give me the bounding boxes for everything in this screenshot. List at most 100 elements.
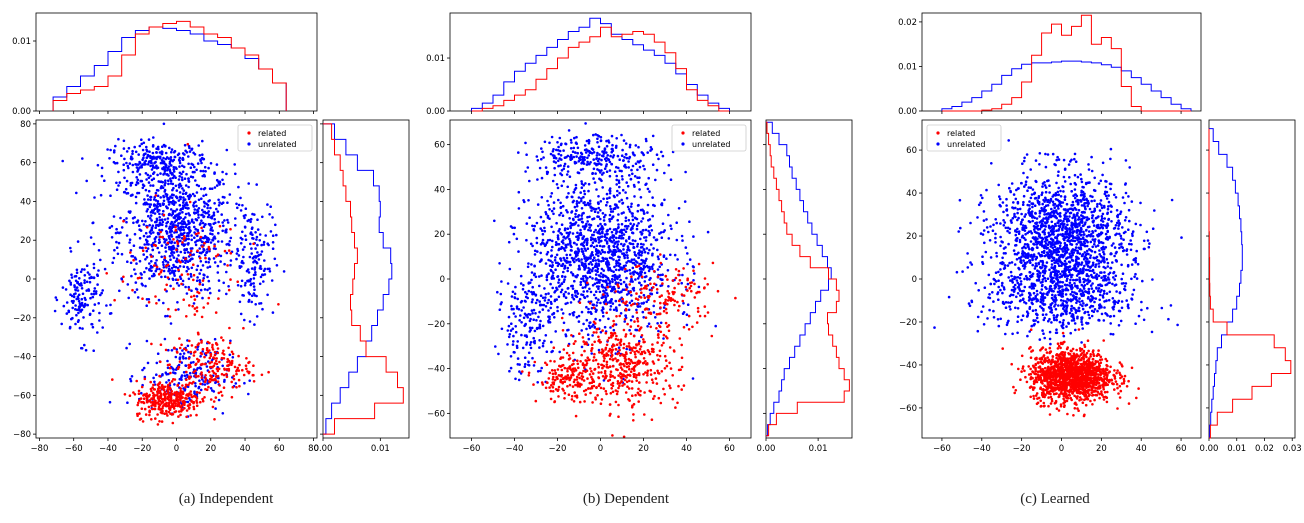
unrelated-point [593, 326, 597, 329]
unrelated-point [162, 166, 166, 169]
unrelated-point [164, 314, 167, 318]
unrelated-point [597, 278, 600, 282]
unrelated-point [520, 321, 523, 324]
unrelated-point [202, 169, 205, 173]
unrelated-point [169, 230, 172, 234]
related-point [213, 418, 216, 421]
unrelated-point [560, 288, 564, 292]
unrelated-point [667, 163, 671, 167]
unrelated-point [529, 346, 533, 350]
unrelated-point [97, 302, 100, 305]
unrelated-point [545, 212, 548, 216]
unrelated-point [618, 200, 621, 203]
unrelated-point [574, 294, 578, 298]
unrelated-point [585, 237, 588, 241]
related-point [203, 396, 206, 399]
unrelated-point [562, 149, 565, 152]
unrelated-point [190, 234, 193, 237]
unrelated-point [64, 288, 68, 291]
unrelated-point [160, 159, 164, 162]
unrelated-point [250, 227, 254, 230]
unrelated-point [637, 145, 640, 149]
unrelated-point [206, 215, 210, 219]
unrelated-point [89, 236, 93, 239]
unrelated-point [177, 226, 180, 230]
unrelated-point [96, 283, 99, 286]
related-point [209, 354, 213, 358]
unrelated-point [203, 223, 207, 227]
unrelated-point [130, 274, 133, 278]
related-point [590, 370, 593, 373]
unrelated-point [207, 238, 211, 241]
related-point [189, 390, 193, 393]
related-point [581, 375, 585, 379]
unrelated-point [577, 171, 581, 175]
unrelated-legend-label: unrelated [692, 140, 730, 149]
unrelated-point [266, 203, 269, 206]
panel-2: −60 −40 −20 0 20 40 60−60−40−200204060relatedu… [898, 12, 1302, 454]
x-tick-label: 20 [205, 444, 216, 454]
unrelated-point [183, 221, 186, 224]
related-legend-marker [681, 131, 685, 135]
related-point [665, 311, 668, 315]
unrelated-point [105, 304, 108, 307]
unrelated-point [612, 239, 616, 242]
unrelated-point [594, 259, 597, 262]
unrelated-point [554, 256, 557, 259]
related-point [689, 281, 692, 285]
unrelated-point [651, 253, 654, 257]
related-point [635, 349, 639, 353]
unrelated-point [562, 247, 566, 250]
unrelated-point [633, 154, 636, 157]
unrelated-point [599, 209, 602, 212]
related-point [229, 227, 232, 231]
unrelated-point [200, 156, 204, 160]
unrelated-point [608, 160, 612, 164]
unrelated-point [631, 172, 634, 176]
unrelated-point [686, 303, 690, 307]
unrelated-point [507, 315, 511, 319]
unrelated-point [203, 236, 207, 239]
unrelated-point [162, 209, 165, 213]
unrelated-point [514, 377, 517, 381]
related-point [682, 294, 686, 297]
unrelated-point [638, 188, 641, 191]
unrelated-point [655, 153, 659, 156]
unrelated-point [569, 138, 573, 142]
unrelated-point [615, 259, 618, 263]
unrelated-point [613, 274, 616, 277]
unrelated-point [241, 204, 244, 207]
unrelated-point [209, 162, 213, 165]
related-point [182, 235, 186, 238]
unrelated-point [669, 253, 672, 257]
unrelated-point [633, 195, 636, 198]
related-point [159, 360, 162, 364]
unrelated-point [256, 228, 260, 231]
unrelated-point [177, 222, 180, 225]
related-point [628, 367, 631, 371]
related-point [211, 345, 214, 349]
unrelated-point [139, 179, 142, 183]
unrelated-point [626, 184, 630, 188]
unrelated-point [615, 174, 618, 178]
related-point [214, 396, 218, 399]
related-point [150, 418, 153, 421]
unrelated-point [605, 159, 608, 163]
related-point [680, 356, 684, 360]
unrelated-point [77, 311, 80, 315]
unrelated-point [178, 171, 182, 175]
unrelated-point [620, 228, 623, 232]
unrelated-point [81, 292, 85, 296]
unrelated-point [92, 276, 96, 280]
unrelated-point [244, 234, 247, 238]
unrelated-point [587, 307, 590, 311]
unrelated-legend-label: unrelated [258, 140, 296, 149]
unrelated-point [164, 151, 168, 155]
unrelated-point [135, 163, 138, 166]
unrelated-point [171, 159, 174, 163]
unrelated-point [582, 290, 585, 293]
unrelated-point [146, 247, 150, 250]
unrelated-point [170, 164, 173, 167]
unrelated-point [686, 282, 690, 286]
related-point [534, 399, 538, 403]
